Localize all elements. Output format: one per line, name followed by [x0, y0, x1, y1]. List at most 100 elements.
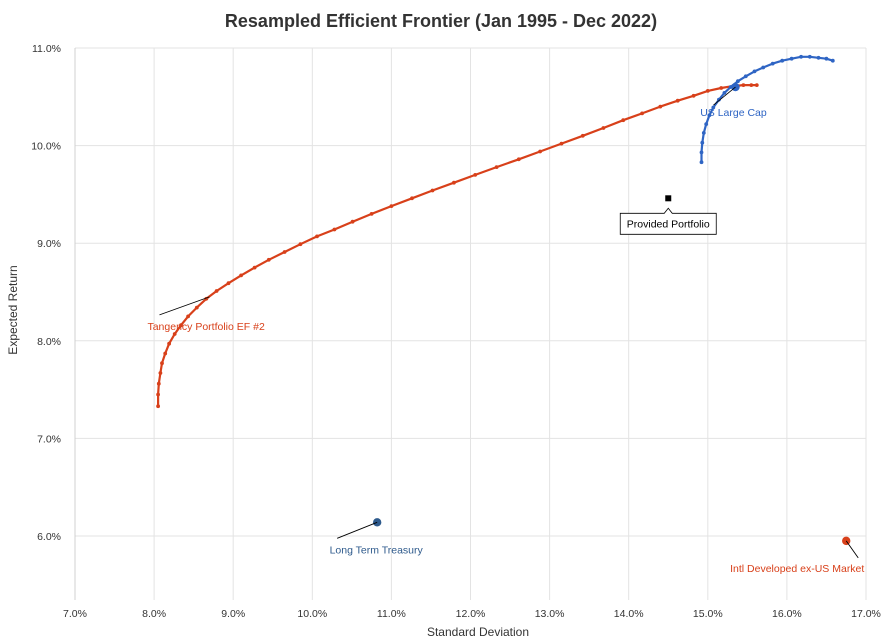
grid [75, 47, 867, 600]
y-tick-label: 10.0% [31, 141, 61, 153]
frontier-point [559, 141, 564, 146]
series-layer [156, 54, 835, 409]
frontier-point [719, 86, 724, 90]
y-tick-label: 9.0% [37, 238, 61, 250]
annotations-layer: Tangency Portfolio EF #2 US Large Cap Prov… [147, 86, 864, 575]
tangency-portfolio-ef-2-label: Tangency Portfolio EF #2 [147, 321, 264, 333]
frontier-point [252, 265, 257, 270]
frontier-point [704, 122, 709, 126]
frontier-point [266, 257, 271, 262]
frontier-point [172, 332, 177, 336]
intl-developed-ex-us-market-leader-line [845, 540, 859, 559]
y-axis-title: Expected Return [6, 265, 20, 354]
frontier-point [743, 74, 748, 79]
frontier-point [298, 242, 303, 247]
frontier-point [389, 204, 394, 209]
frontier-point [816, 55, 821, 60]
frontier-point [754, 83, 759, 87]
provided-portfolio-label: Provided Portfolio [627, 218, 710, 230]
frontier-point [705, 89, 710, 93]
frontier-point [770, 61, 775, 66]
frontier-point [156, 404, 161, 409]
frontier-point [699, 150, 704, 155]
frontier-point [807, 54, 812, 59]
frontier-point [158, 371, 163, 375]
frontier-line-2 [700, 55, 834, 163]
frontier-point [824, 56, 829, 61]
frontier-point [282, 250, 287, 254]
y-tick-label: 7.0% [37, 433, 61, 445]
x-tick-label: 12.0% [456, 608, 486, 620]
us-large-cap-leader-line [713, 86, 736, 106]
frontier-point [675, 98, 680, 103]
frontier-point [700, 140, 705, 145]
x-axis-title: Standard Deviation [427, 625, 529, 639]
frontier-point [752, 69, 757, 74]
y-tick-label: 11.0% [32, 43, 61, 55]
frontier-point [163, 351, 168, 356]
x-tick-label: 8.0% [142, 608, 166, 620]
frontier-point [707, 113, 712, 118]
frontier-point [239, 273, 244, 278]
x-tick-label: 16.0% [772, 608, 802, 620]
frontier-point [658, 104, 663, 109]
frontier-point [167, 341, 172, 346]
frontier-point [179, 323, 183, 328]
frontier-point [749, 83, 754, 87]
frontier-line-1 [157, 83, 757, 407]
frontier-point [186, 314, 191, 319]
long-term-treasury-label: Long Term Treasury [330, 544, 424, 556]
frontier-point [214, 289, 219, 293]
x-tick-label: 17.0% [851, 608, 881, 620]
us-large-cap-label: US Large Cap [700, 107, 767, 119]
axes: 7.0% 8.0% 9.0% 10.0% 11.0% 12.0% 13.0% 14.0% 15.… [31, 43, 881, 620]
y-tick-label: 8.0% [37, 336, 61, 348]
frontier-point [799, 54, 803, 59]
frontier-point [830, 58, 835, 63]
frontier-point [717, 97, 721, 102]
points-layer [372, 82, 851, 546]
frontier-point [701, 131, 706, 135]
frontier-point [699, 160, 704, 165]
intl-developed-ex-us-market-label: Intl Developed ex-US Market [730, 563, 864, 575]
long-term-treasury-leader-line [336, 521, 378, 539]
frontier-point [580, 133, 585, 138]
frontier-point [780, 58, 785, 63]
frontier-point [194, 305, 199, 310]
x-tick-label: 10.0% [297, 608, 327, 620]
provided-portfolio-marker [665, 195, 672, 202]
x-tick-label: 7.0% [63, 608, 87, 620]
frontier-point [621, 118, 626, 123]
frontier-point [369, 212, 374, 216]
frontier-point [640, 111, 644, 116]
provided-portfolio-callout-box [619, 207, 717, 235]
frontier-point [494, 165, 499, 170]
frontier-point [601, 126, 606, 130]
x-tick-label: 15.0% [693, 608, 723, 620]
frontier-point [711, 105, 716, 110]
frontier-point [473, 173, 478, 177]
frontier-point [226, 281, 231, 286]
frontier-point [538, 149, 542, 154]
frontier-point [452, 180, 456, 185]
x-tick-label: 14.0% [614, 608, 644, 620]
frontier-point [160, 361, 164, 366]
chart-title: Resampled Efficient Frontier (Jan 1995 -… [225, 11, 657, 31]
frontier-point [156, 392, 161, 397]
frontier-point [761, 65, 766, 70]
frontier-point [350, 219, 355, 224]
frontier-point [410, 196, 414, 201]
x-tick-label: 13.0% [535, 608, 565, 620]
frontier-point [156, 381, 161, 386]
frontier-point [516, 157, 521, 162]
frontier-point [315, 234, 319, 239]
tangency-portfolio-ef-2-leader-line [159, 296, 210, 316]
frontier-point [430, 188, 435, 193]
y-tick-label: 6.0% [37, 531, 61, 543]
frontier-point [691, 93, 696, 98]
frontier-point [789, 56, 794, 61]
x-tick-label: 9.0% [221, 608, 245, 620]
frontier-point [736, 79, 740, 84]
